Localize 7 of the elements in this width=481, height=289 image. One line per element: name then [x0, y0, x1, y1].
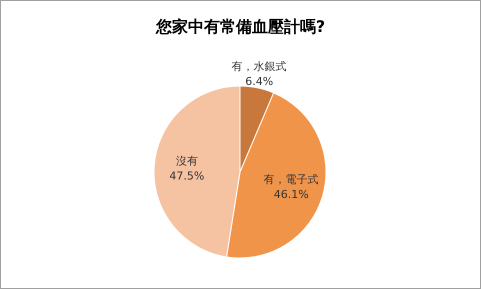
slice-label: 有，水銀式 [232, 60, 287, 74]
data-label: 46.1% [274, 188, 309, 202]
slice-label: 沒有 [176, 154, 198, 168]
chart-title: 您家中有常備血壓計嗎? [154, 17, 326, 36]
slice-label: 有，電子式 [264, 173, 319, 186]
data-label: 47.5% [169, 169, 204, 182]
data-label: 6.4% [245, 75, 274, 88]
